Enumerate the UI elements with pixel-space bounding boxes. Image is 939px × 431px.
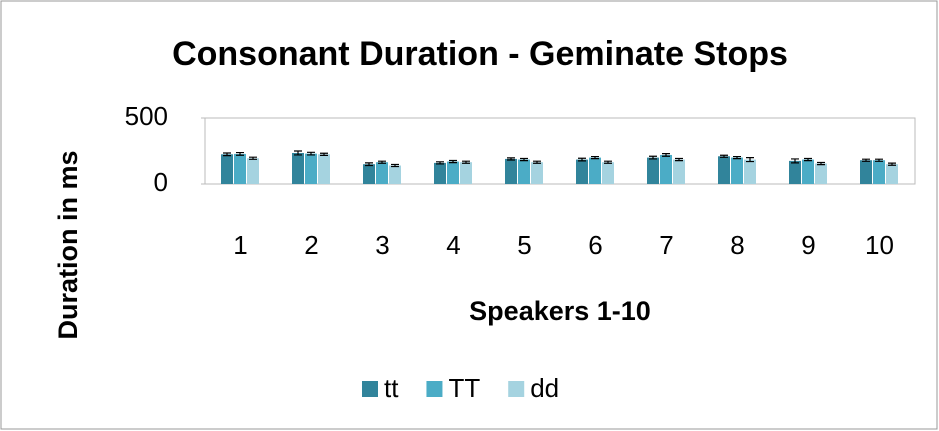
error-bar xyxy=(520,157,528,162)
y-tick-label: 500 xyxy=(125,101,168,131)
bar xyxy=(531,162,543,184)
x-tick-label: 8 xyxy=(730,230,744,260)
bar xyxy=(673,159,685,184)
legend-swatch xyxy=(508,381,525,397)
error-bar xyxy=(720,154,728,158)
x-tick-label: 7 xyxy=(659,230,673,260)
bar xyxy=(873,160,885,184)
bar xyxy=(718,156,730,184)
error-bar xyxy=(533,160,541,164)
bar xyxy=(460,162,472,184)
error-bar xyxy=(875,158,883,162)
x-tick-label: 2 xyxy=(304,230,318,260)
bar xyxy=(602,162,614,184)
error-bar xyxy=(733,155,741,160)
error-bar xyxy=(804,157,812,162)
bar xyxy=(221,154,233,184)
error-bar xyxy=(604,160,612,164)
error-bar xyxy=(746,157,754,163)
error-bar xyxy=(449,159,457,164)
bar xyxy=(505,158,517,184)
error-bar xyxy=(365,162,373,167)
x-tick-label: 1 xyxy=(233,230,247,260)
bar xyxy=(318,154,330,184)
error-bar xyxy=(578,157,586,162)
bar xyxy=(815,163,827,184)
error-bar xyxy=(236,151,244,156)
bar xyxy=(518,159,530,184)
x-tick-label: 3 xyxy=(375,230,389,260)
legend-label: dd xyxy=(530,373,559,403)
bar xyxy=(305,153,317,184)
x-tick-label: 4 xyxy=(446,230,460,260)
bar xyxy=(860,160,872,184)
bar xyxy=(589,157,601,184)
error-bar xyxy=(378,160,386,164)
error-bar xyxy=(294,150,302,156)
error-bar xyxy=(507,157,515,161)
bar xyxy=(447,161,459,184)
y-axis-label: Duration in ms xyxy=(53,150,83,339)
x-tick-label: 5 xyxy=(517,230,531,260)
error-bar xyxy=(391,163,399,168)
error-bar xyxy=(462,160,470,164)
x-tick-label: 9 xyxy=(801,230,815,260)
error-bar xyxy=(662,153,670,157)
legend-swatch xyxy=(362,381,378,397)
bar xyxy=(376,162,388,184)
error-bar xyxy=(862,158,870,162)
bar xyxy=(660,154,672,184)
error-bar xyxy=(223,152,231,157)
bar xyxy=(731,157,743,184)
bar xyxy=(389,165,401,184)
error-bar xyxy=(249,156,257,160)
x-tick-label: 10 xyxy=(865,230,894,260)
bar xyxy=(647,157,659,184)
bar xyxy=(434,162,446,184)
legend-label: tt xyxy=(384,373,399,403)
legend-label: TT xyxy=(448,373,480,403)
bar xyxy=(744,159,756,184)
error-bar xyxy=(817,161,825,166)
bar xyxy=(576,159,588,184)
bar xyxy=(292,152,304,184)
error-bar xyxy=(307,151,315,156)
x-tick-label: 6 xyxy=(588,230,602,260)
plot-area xyxy=(204,117,916,185)
bar xyxy=(234,153,246,184)
chart-title: Consonant Duration - Geminate Stops xyxy=(172,35,788,73)
error-bar xyxy=(888,162,896,166)
bar xyxy=(802,159,814,184)
bar xyxy=(247,158,259,184)
error-bar xyxy=(591,155,599,160)
y-tick-label: 0 xyxy=(154,167,168,197)
legend-swatch xyxy=(426,381,443,397)
error-bar xyxy=(649,155,657,160)
error-bar xyxy=(320,152,328,156)
error-bar xyxy=(791,158,799,164)
bar xyxy=(789,160,801,184)
error-bar xyxy=(436,161,444,165)
error-bar xyxy=(675,157,683,162)
x-axis-label: Speakers 1-10 xyxy=(469,296,651,326)
bar xyxy=(363,164,375,184)
bar xyxy=(886,164,898,184)
